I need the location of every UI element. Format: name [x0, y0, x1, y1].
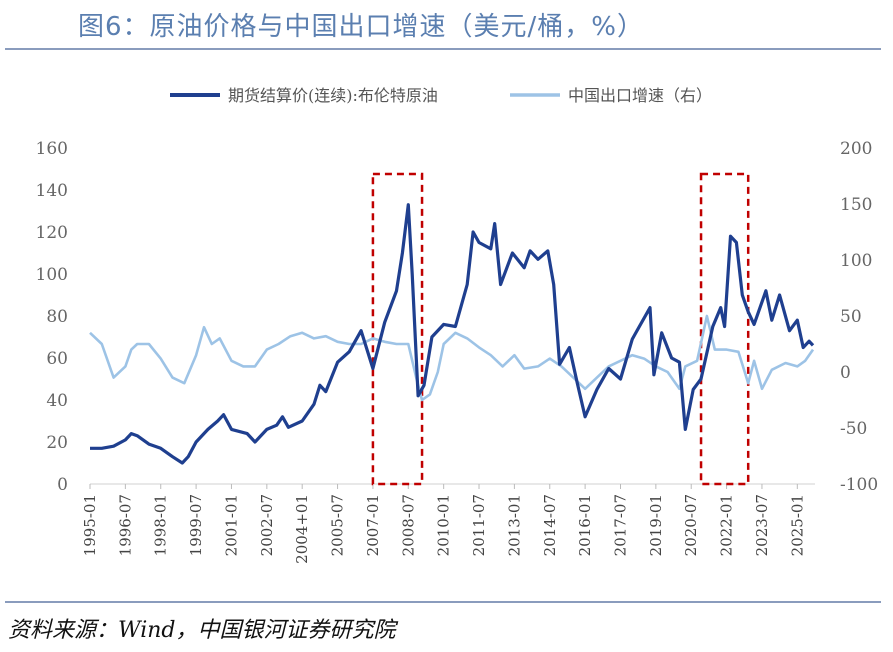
x-tick-label: 2010-01 [435, 494, 453, 556]
x-tick-label: 2008-07 [399, 494, 417, 556]
x-tick-label: 2020-07 [682, 494, 700, 556]
x-tick-label: 2023-07 [753, 494, 771, 556]
y-right-tick-label: 0 [840, 363, 851, 383]
y-left-tick-label: 160 [36, 139, 68, 159]
y-right-tick-label: -100 [840, 475, 878, 495]
x-tick-label: 1999-07 [187, 494, 205, 556]
x-tick-label: 2013-01 [505, 494, 523, 556]
line-chart: 期货结算价(连续):布伦特原油 中国出口增速（右） 0 20 40 60 80 100 120… [36, 86, 879, 564]
x-tick-label: 2007-01 [364, 494, 382, 556]
footer-rule [5, 601, 881, 603]
y-left-tick-label: 40 [46, 391, 68, 411]
y-left-tick-label: 140 [36, 181, 68, 201]
x-tick-label: 2019-01 [647, 494, 665, 556]
x-tick-label: 2004+01 [293, 494, 311, 564]
x-tick-label: 2001-01 [222, 494, 240, 556]
y-left-tick-label: 60 [46, 349, 68, 369]
title-rule [5, 48, 881, 50]
highlight-box [699, 172, 750, 486]
china-export-growth-line [89, 314, 815, 402]
y-left-tick-label: 80 [46, 307, 68, 327]
x-tick-label: 2025-01 [788, 494, 806, 556]
highlight-box [371, 172, 424, 486]
legend-item-brent: 期货结算价(连续):布伦特原油 [228, 86, 438, 105]
x-tick-label: 1995-01 [81, 494, 99, 556]
x-tick-label: 2005-07 [329, 494, 347, 556]
y-left-tick-label: 0 [57, 475, 68, 495]
series-group [89, 203, 815, 465]
x-tick-label: 2011-07 [470, 494, 488, 556]
chart-title: 图6：原油价格与中国出口增速（美元/桶，%） [78, 12, 645, 42]
x-tick-label: 2002-07 [258, 494, 276, 556]
x-tick-label: 2014-07 [541, 494, 559, 556]
y-right-tick-label: 50 [840, 307, 862, 327]
x-tick-label: 2022-01 [718, 494, 736, 556]
y-right-tick-label: 200 [840, 139, 872, 159]
x-tick-label: 2017-07 [611, 494, 629, 556]
y-right-tick-label: -50 [840, 419, 867, 439]
legend-item-export: 中国出口增速（右） [568, 86, 712, 105]
brent-oil-line [90, 203, 815, 465]
highlight-boxes [371, 172, 750, 486]
x-tick-label: 2016-01 [576, 494, 594, 556]
y-left-tick-label: 20 [46, 433, 68, 453]
x-tick-label: 1996-07 [116, 494, 134, 556]
legend: 期货结算价(连续):布伦特原油 中国出口增速（右） [170, 86, 712, 105]
source-note: 资料来源：Wind，中国银河证券研究院 [8, 618, 396, 643]
y-left-tick-label: 120 [36, 223, 68, 243]
y-right-tick-label: 100 [840, 251, 872, 271]
axes: 0 20 40 60 80 100 120 140 160 -100 -50 0 50 100 150 200… [36, 139, 879, 564]
x-tick-label: 1998-01 [152, 494, 170, 556]
y-left-tick-label: 100 [36, 265, 68, 285]
y-right-tick-label: 150 [840, 195, 872, 215]
